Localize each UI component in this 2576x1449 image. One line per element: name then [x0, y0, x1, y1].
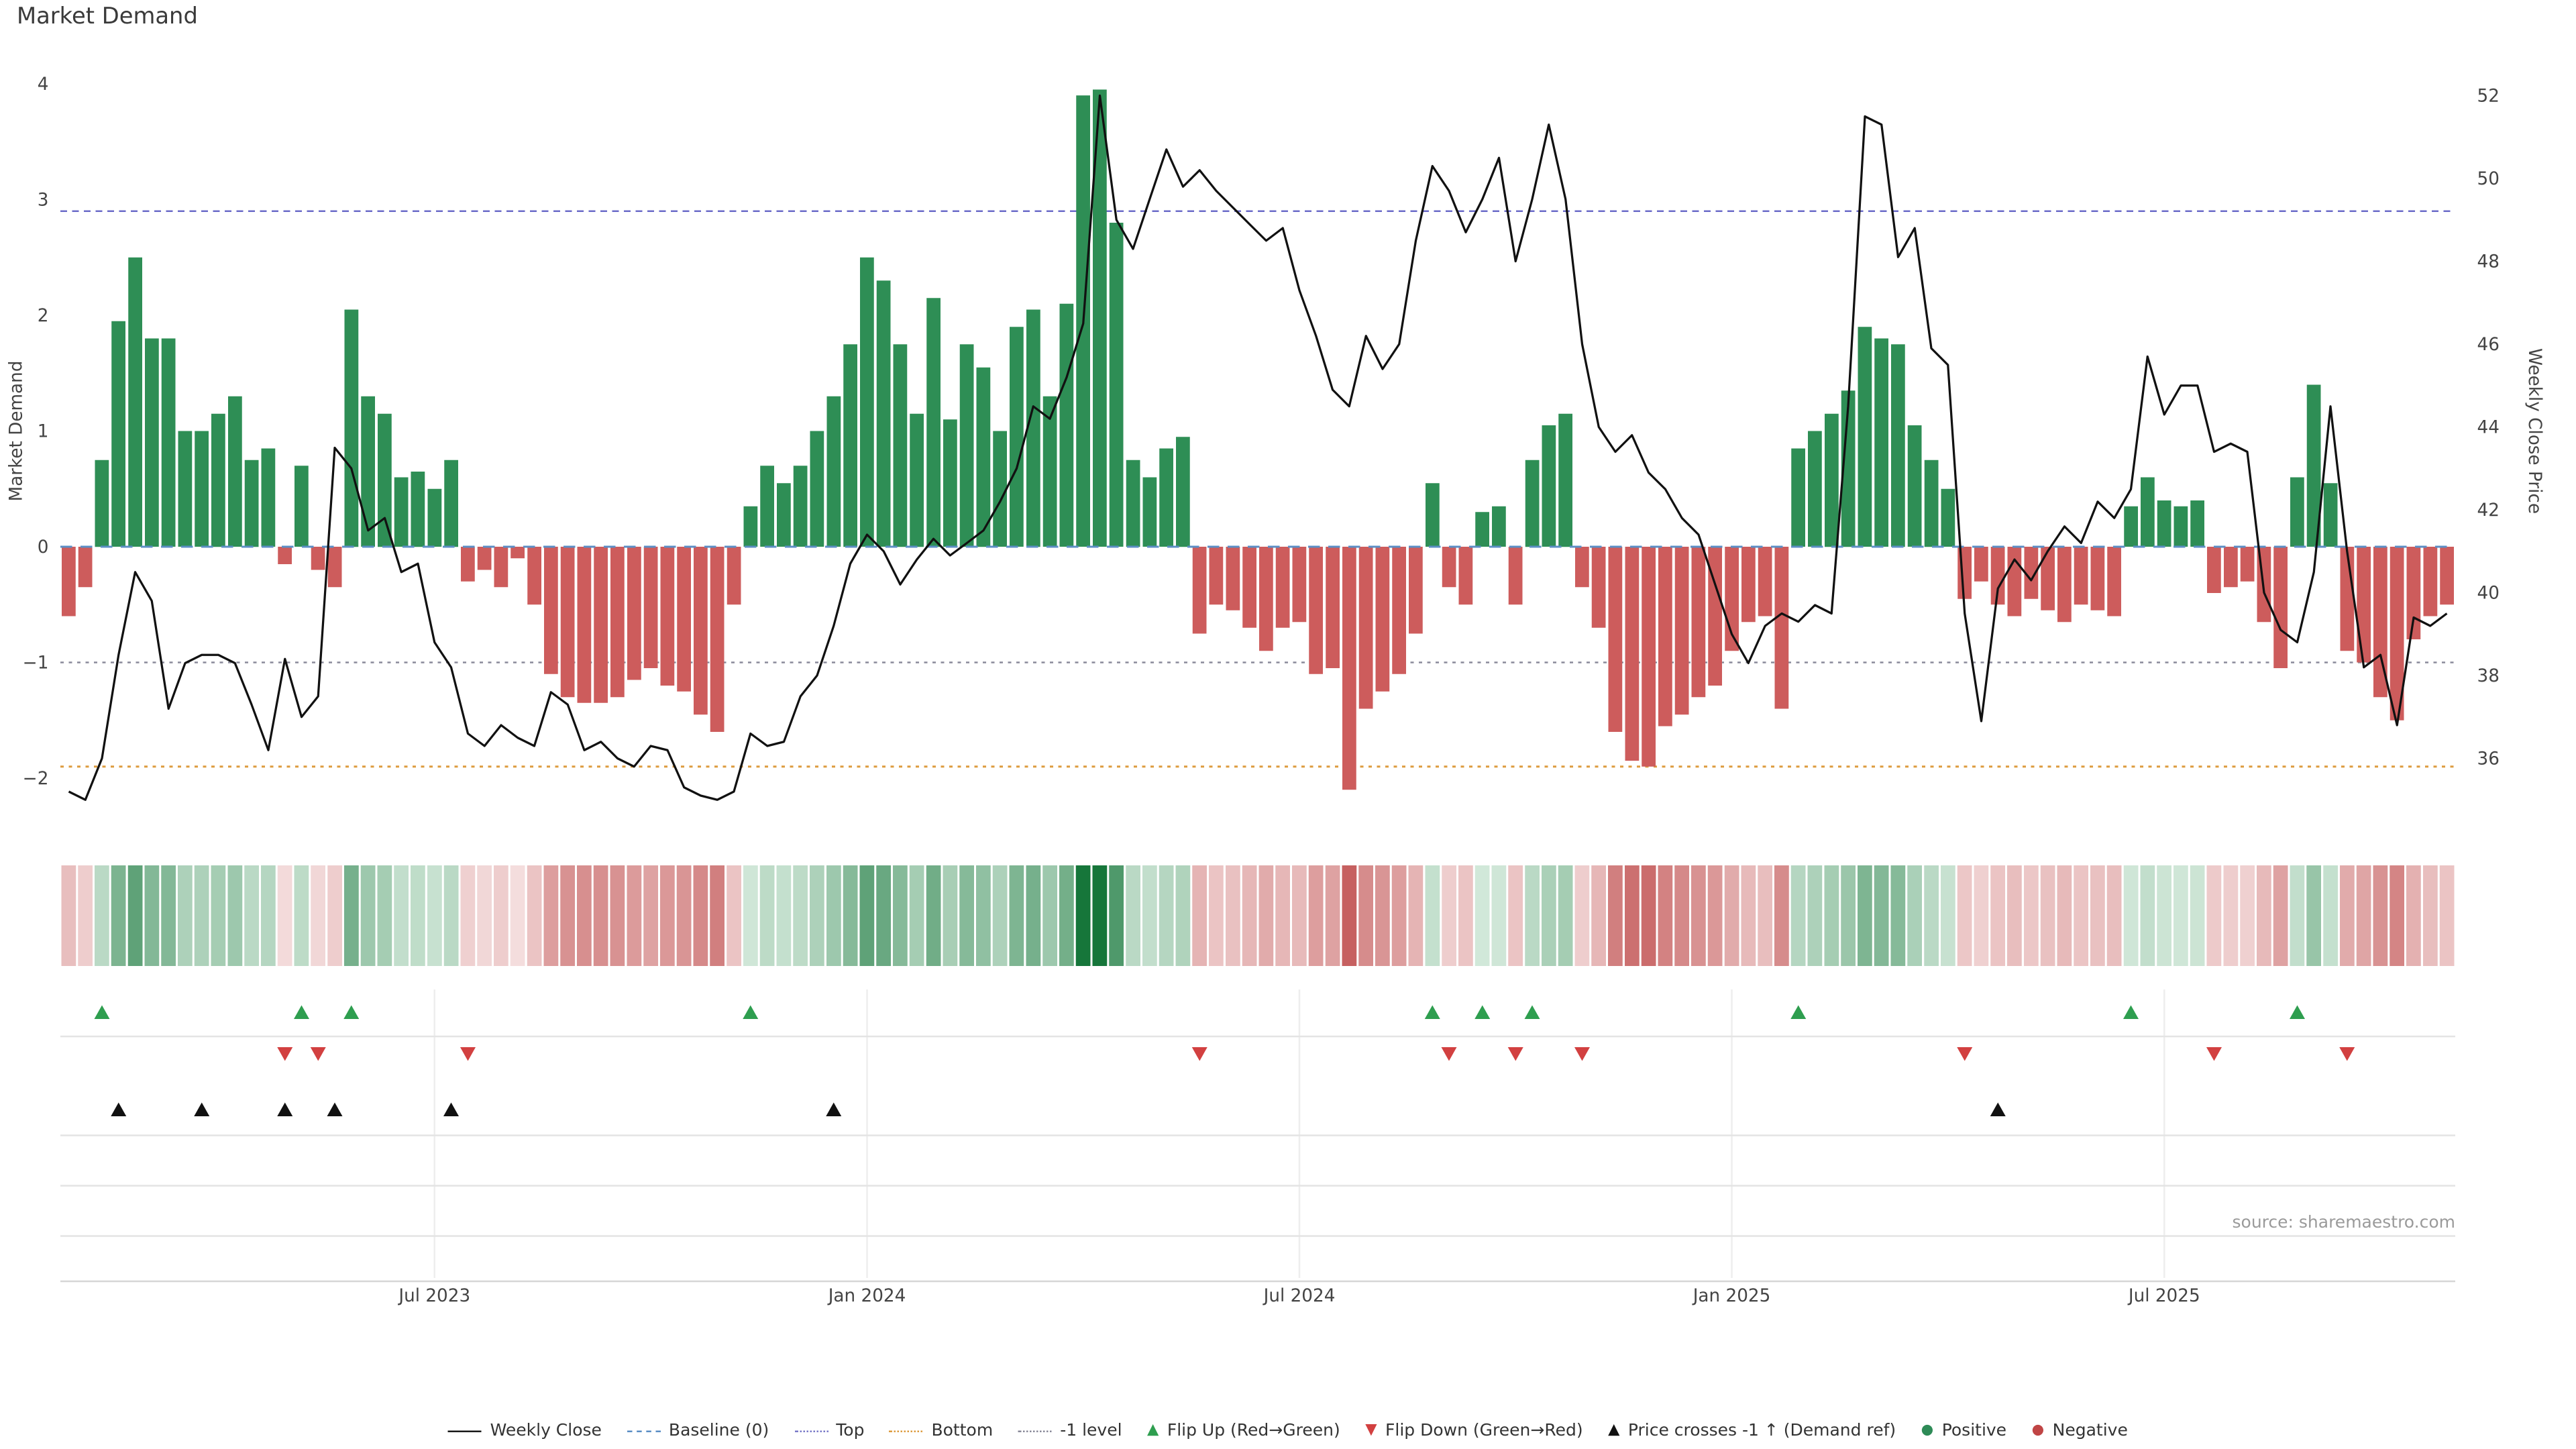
- x-axis-ticks: Jul 2023 Jan 2024 Jul 2024 Jan 2025 Jul 2025: [397, 1286, 2200, 1306]
- svg-text:52: 52: [2477, 86, 2500, 106]
- svg-text:Jan 2025: Jan 2025: [1692, 1286, 1771, 1306]
- legend-item-weekly-close: Weekly Close: [448, 1421, 602, 1440]
- svg-text:48: 48: [2477, 252, 2500, 272]
- triangle-up-icon: ▲: [1608, 1421, 1620, 1438]
- svg-text:42: 42: [2477, 500, 2500, 521]
- left-axis-ticks: −2 −1 0 1 2 3 4: [23, 74, 49, 789]
- svg-text:−1: −1: [23, 653, 49, 673]
- legend-label: Baseline (0): [668, 1421, 769, 1440]
- flip-up-markers: [94, 1005, 2305, 1019]
- legend-label: -1 level: [1060, 1421, 1122, 1440]
- svg-text:Jan 2024: Jan 2024: [827, 1286, 906, 1306]
- svg-text:3: 3: [38, 190, 49, 210]
- triangle-up-icon: ▲: [1147, 1421, 1159, 1438]
- legend-item-bottom: Bottom: [889, 1421, 994, 1440]
- row-separators: [60, 1035, 2455, 1283]
- svg-text:36: 36: [2477, 749, 2500, 769]
- right-axis-label: Weekly Close Price: [2524, 347, 2544, 514]
- svg-text:4: 4: [38, 74, 49, 95]
- chart-title: Market Demand: [17, 3, 198, 30]
- svg-text:38: 38: [2477, 666, 2500, 686]
- dashed-line-swatch: [627, 1430, 661, 1432]
- legend-label: Flip Up (Red→Green): [1167, 1421, 1340, 1440]
- svg-text:46: 46: [2477, 335, 2500, 355]
- flip-down-markers: [277, 1047, 2355, 1061]
- reference-lines: [60, 210, 2455, 768]
- dot-icon: ●: [1921, 1421, 1934, 1439]
- svg-text:50: 50: [2477, 169, 2500, 189]
- svg-text:−2: −2: [23, 769, 49, 789]
- dotted-line-swatch: [889, 1430, 923, 1432]
- demand-bars: [62, 89, 2455, 790]
- legend-item-top: Top: [794, 1421, 865, 1440]
- legend-item-flip-up-red-green: ▲ Flip Up (Red→Green): [1147, 1421, 1340, 1440]
- legend-label: Weekly Close: [490, 1421, 602, 1440]
- legend-label: Price crosses -1 ↑ (Demand ref): [1627, 1421, 1896, 1440]
- svg-text:44: 44: [2477, 417, 2500, 437]
- svg-text:40: 40: [2477, 583, 2500, 603]
- legend-label: Negative: [2052, 1421, 2128, 1440]
- legend-item-baseline-0: Baseline (0): [627, 1421, 769, 1440]
- legend-item-1-level: -1 level: [1018, 1421, 1122, 1440]
- source-attribution: source: sharemaestro.com: [2232, 1214, 2456, 1233]
- svg-text:Jul 2023: Jul 2023: [397, 1286, 470, 1306]
- legend-label: Bottom: [931, 1421, 994, 1440]
- svg-text:Jul 2025: Jul 2025: [2127, 1286, 2200, 1306]
- weekly-close-line-swatch: [448, 1430, 482, 1432]
- svg-text:2: 2: [38, 306, 49, 326]
- lower-vertical-gridlines: [433, 989, 2165, 1278]
- weekly-close-line: [68, 94, 2448, 801]
- dotted-line-swatch: [1018, 1430, 1052, 1432]
- legend-label: Positive: [1941, 1421, 2007, 1440]
- demand-heatmap-strip: [61, 865, 2455, 966]
- dotted-line-swatch: [794, 1430, 828, 1432]
- legend-item-negative: ● Negative: [2032, 1421, 2128, 1440]
- legend-label: Top: [836, 1421, 865, 1440]
- legend-item-positive: ● Positive: [1921, 1421, 2006, 1440]
- left-axis-label: Market Demand: [7, 360, 27, 502]
- chart-legend: Weekly Close Baseline (0) Top Bottom -1 leve…: [0, 1417, 2576, 1444]
- legend-item-price-crosses-1-demand-ref: ▲ Price crosses -1 ↑ (Demand ref): [1608, 1421, 1896, 1440]
- right-axis-ticks: 36 38 40 42 44 46 48 50 52: [2477, 86, 2500, 769]
- triangle-down-icon: ▼: [1365, 1421, 1377, 1438]
- svg-text:Jul 2024: Jul 2024: [1263, 1286, 1336, 1306]
- svg-text:1: 1: [38, 421, 49, 441]
- svg-text:0: 0: [38, 537, 49, 557]
- price-cross-markers: [111, 1102, 2006, 1116]
- legend-label: Flip Down (Green→Red): [1385, 1421, 1583, 1440]
- legend-item-flip-down-green-red: ▼ Flip Down (Green→Red): [1365, 1421, 1582, 1440]
- dot-icon: ●: [2031, 1421, 2045, 1439]
